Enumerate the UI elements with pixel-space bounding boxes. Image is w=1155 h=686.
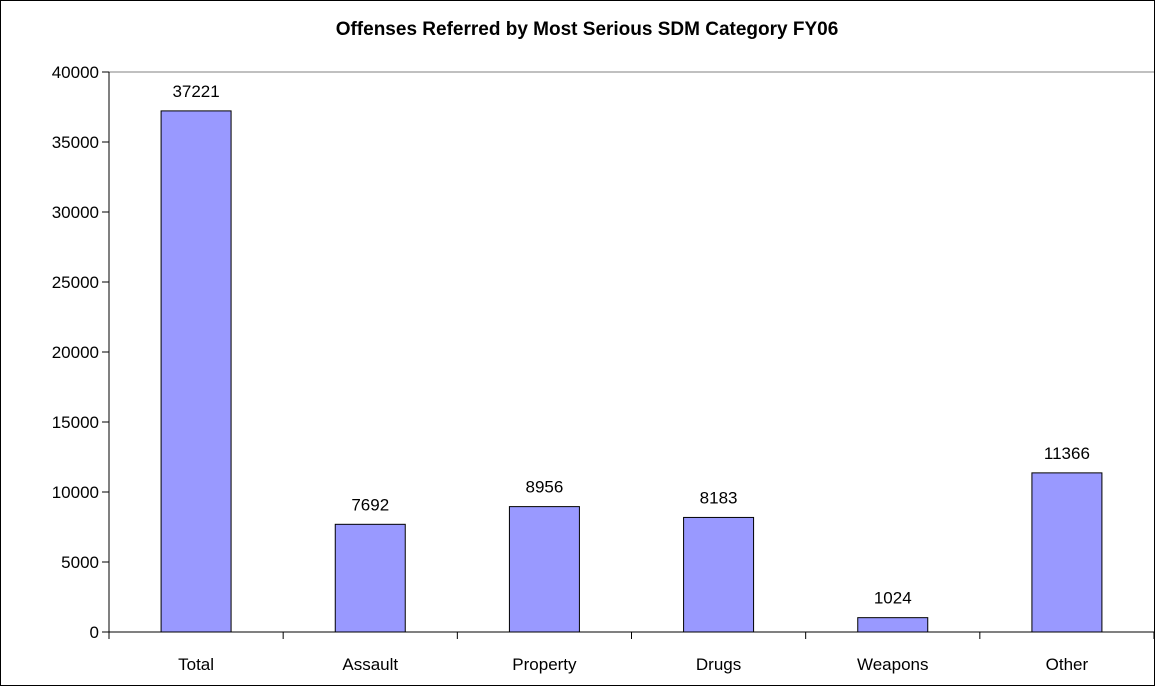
bar-drugs [683,516,755,633]
chart-title: Offenses Referred by Most Serious SDM Ca… [336,19,839,40]
bar-assault [334,523,406,633]
x-category-label: Weapons [857,655,929,674]
data-label: 1024 [874,589,912,608]
y-tick-label: 40000 [52,63,99,82]
y-tick-label: 35000 [52,133,99,152]
y-tick-label: 15000 [52,413,99,432]
x-axis: Total Assault Property Drugs Weapons Other [108,631,1154,674]
y-tick-label: 10000 [52,483,99,502]
bar-other [1031,472,1103,633]
bars [160,110,1103,633]
y-tick-label: 30000 [52,203,99,222]
x-category-label: Assault [342,655,398,674]
data-label: 8183 [700,488,738,507]
x-category-label: Total [178,655,214,674]
y-tick-label: 25000 [52,273,99,292]
y-tick-label: 0 [90,623,99,642]
y-tick-label: 5000 [61,553,99,572]
y-tick-label: 20000 [52,343,99,362]
bar-property [508,506,580,633]
x-category-label: Other [1046,655,1089,674]
y-axis: 0 5000 10000 15000 20000 25000 30000 35000 40000 [52,63,110,642]
bar-total [160,110,232,633]
data-labels: 37221 7692 8956 8183 1024 11366 [172,82,1089,608]
data-label: 11366 [1044,444,1090,463]
x-category-label: Property [512,655,577,674]
data-label: 7692 [351,495,389,514]
data-label: 8956 [526,478,564,497]
bar-weapons [857,617,929,633]
data-label: 37221 [172,82,219,101]
x-category-label: Drugs [696,655,741,674]
